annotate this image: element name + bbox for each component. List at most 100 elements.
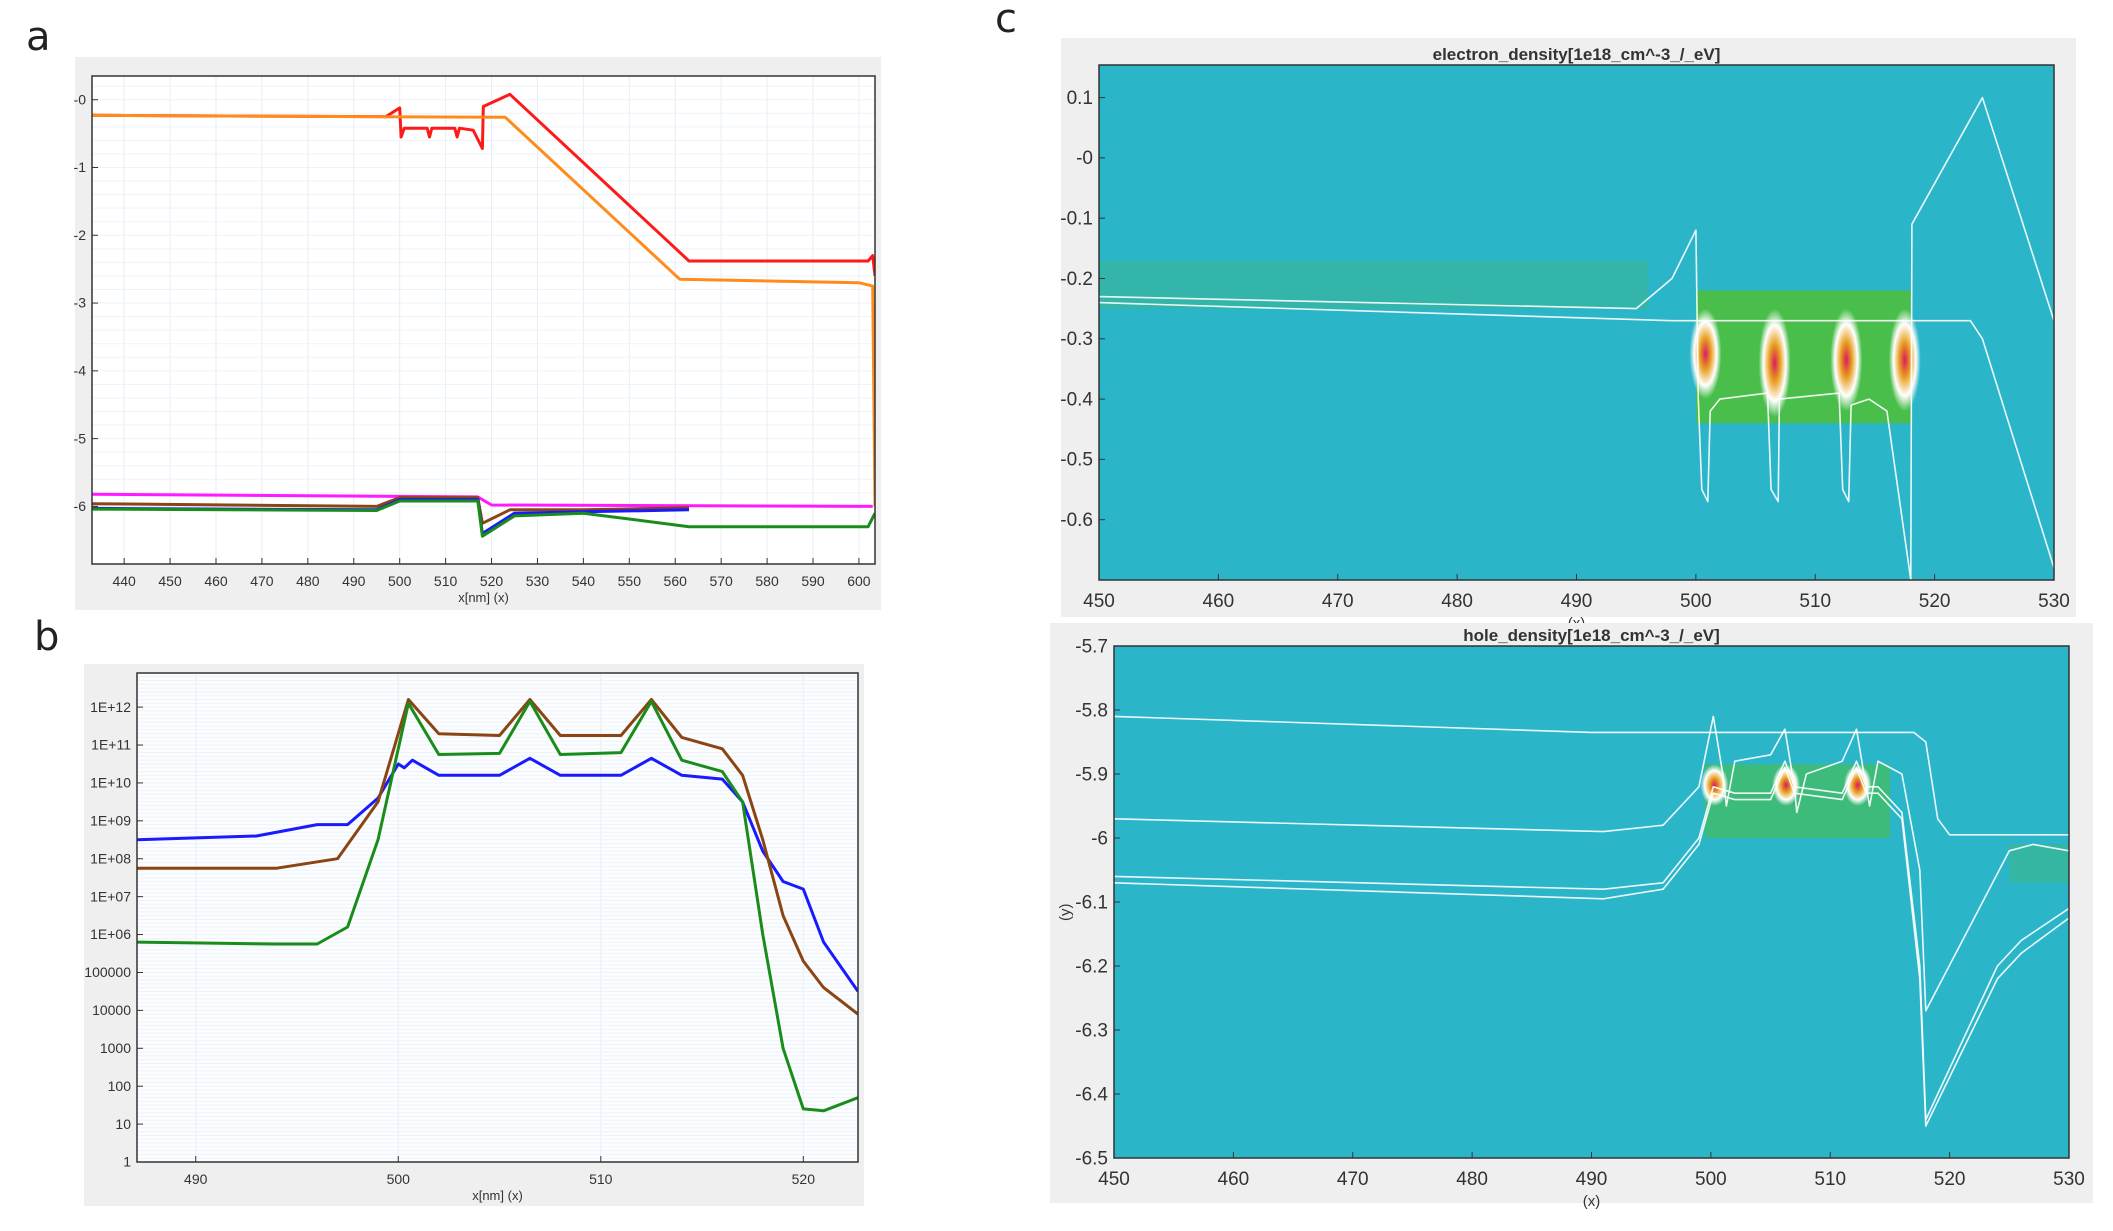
density-region <box>2009 844 2069 883</box>
y-tick-label: -6.3 <box>1075 1020 1108 1041</box>
y-tick-label: -5.7 <box>1075 636 1108 657</box>
series-line-line3 <box>1909 96 2054 580</box>
x-tick-label: 470 <box>250 573 274 589</box>
x-tick-label: 480 <box>1441 591 1473 612</box>
x-tick-label: 530 <box>526 573 550 589</box>
y-tick-label: -6.5 <box>1075 1148 1108 1169</box>
y-tick-label: -0.2 <box>1060 269 1093 290</box>
y-tick-label: 10000 <box>92 1002 131 1018</box>
x-axis-label: x[nm] (x) <box>458 590 509 605</box>
x-tick-label: 490 <box>1561 591 1593 612</box>
y-tick-label: -2 <box>74 227 87 243</box>
x-tick-label: 470 <box>1322 591 1354 612</box>
chart-c-electron: 450 460 470 480 490 500 510 520 530 0.1 -0 -0.1 -0.2… <box>1060 45 2070 632</box>
y-axis-label: (y) <box>1057 903 1074 921</box>
y-tick-label: -0 <box>1076 148 1093 169</box>
x-tick-label: 490 <box>342 573 366 589</box>
series-line-line1 <box>1099 229 1912 580</box>
x-tick-label: 520 <box>480 573 504 589</box>
y-tick-label: -6.2 <box>1075 956 1108 977</box>
panel-c-hole-density: 450 460 470 480 490 500 510 520 530 -5.7 -5.8 -5.9 -… <box>1050 623 2093 1210</box>
series-line-line2 <box>1114 715 2069 1012</box>
x-tick-label: 470 <box>1337 1169 1369 1190</box>
x-tick-label: 500 <box>387 1171 411 1187</box>
density-region <box>1099 260 1649 309</box>
plot-area <box>92 76 875 564</box>
density-hotspot <box>1888 308 1921 412</box>
y-tick-label: 1E+10 <box>90 775 131 791</box>
y-tick-label: -1 <box>74 159 87 175</box>
panel-label-a: a <box>26 14 51 60</box>
x-axis-label: (x) <box>1583 1193 1601 1210</box>
x-tick-label: 530 <box>2053 1169 2085 1190</box>
x-tick-label: 450 <box>158 573 182 589</box>
x-tick-label: 490 <box>184 1171 208 1187</box>
series-line-orange <box>92 113 875 507</box>
y-tick-label: -5 <box>74 430 87 446</box>
series-line-line1 <box>1114 715 2069 836</box>
panel-a-band-diagram: 440 450 460 470 480 490 500 510 520 530 540 550 560 5… <box>74 57 881 610</box>
y-tick-label: -6.4 <box>1075 1084 1108 1105</box>
x-tick-label: 510 <box>589 1171 613 1187</box>
y-tick-label: 1E+06 <box>90 926 131 942</box>
x-tick-label: 500 <box>1680 591 1712 612</box>
x-tick-label: 460 <box>1203 591 1235 612</box>
x-tick-label: 510 <box>1799 591 1831 612</box>
y-tick-label: -0.1 <box>1060 209 1093 230</box>
panel-b-carrier-density: 490 500 510 520 1 10 100 1000 10000 100000 1E+06 1E… <box>84 664 864 1206</box>
y-tick-label: -3 <box>74 295 87 311</box>
x-tick-label: 520 <box>1934 1169 1966 1190</box>
y-tick-label: 1E+11 <box>91 737 131 753</box>
series-line-magenta <box>92 492 873 508</box>
plot-content <box>1114 715 2069 1127</box>
x-tick-label: 560 <box>664 573 688 589</box>
chart-b: 490 500 510 520 1 10 100 1000 10000 100000 1E+06 1E… <box>84 672 859 1203</box>
x-tick-label: 500 <box>388 573 412 589</box>
x-tick-label: 550 <box>618 573 642 589</box>
x-tick-label: 460 <box>1218 1169 1250 1190</box>
y-tick-label: 1E+07 <box>90 888 131 904</box>
series-line-brown <box>137 698 858 1016</box>
y-tick-label: -0 <box>74 91 87 107</box>
panel-c-electron-density: 450 460 470 480 490 500 510 520 530 0.1 -0 -0.1 -0.2… <box>1060 38 2076 632</box>
x-tick-label: 600 <box>847 573 871 589</box>
chart-c-hole: 450 460 470 480 490 500 510 520 530 -5.7 -5.8 -5.9 -… <box>1057 626 2085 1210</box>
x-tick-label: 510 <box>434 573 458 589</box>
x-tick-label: 590 <box>801 573 825 589</box>
x-tick-label: 530 <box>2038 591 2070 612</box>
panel-label-b: b <box>34 614 60 660</box>
x-axis-label: x[nm] (x) <box>472 1188 523 1203</box>
y-tick-label: -6 <box>74 498 87 514</box>
plot-content <box>1099 96 2054 580</box>
x-tick-label: 440 <box>112 573 136 589</box>
y-tick-label: -0.4 <box>1060 389 1093 410</box>
y-tick-label: 1000 <box>100 1040 131 1056</box>
y-tick-label: -4 <box>74 363 87 379</box>
y-tick-label: 100 <box>108 1078 132 1094</box>
x-tick-label: 480 <box>1456 1169 1488 1190</box>
density-hotspot <box>1758 308 1791 418</box>
x-tick-label: 520 <box>1919 591 1951 612</box>
y-tick-label: -0.5 <box>1060 450 1093 471</box>
plot-area <box>137 673 858 1162</box>
x-tick-label: 450 <box>1098 1169 1130 1190</box>
y-tick-label: 1E+12 <box>90 699 131 715</box>
y-tick-label: -6 <box>1091 828 1108 849</box>
plot-content <box>92 76 875 564</box>
x-tick-label: 580 <box>755 573 779 589</box>
y-tick-label: -5.9 <box>1075 764 1108 785</box>
x-tick-label: 510 <box>1814 1169 1846 1190</box>
density-hotspot <box>1830 308 1863 412</box>
x-tick-label: 490 <box>1576 1169 1608 1190</box>
x-tick-label: 520 <box>792 1171 816 1187</box>
y-tick-label: -6.1 <box>1075 892 1108 913</box>
density-hotspot <box>1689 308 1722 400</box>
y-tick-label: 1E+09 <box>90 813 131 829</box>
series-line-red <box>92 92 875 277</box>
series-line-green <box>137 699 858 1113</box>
x-tick-label: 570 <box>709 573 733 589</box>
y-tick-label: -0.3 <box>1060 329 1093 350</box>
y-tick-label: 10 <box>115 1116 131 1132</box>
x-tick-label: 540 <box>572 573 596 589</box>
x-tick-label: 500 <box>1695 1169 1727 1190</box>
